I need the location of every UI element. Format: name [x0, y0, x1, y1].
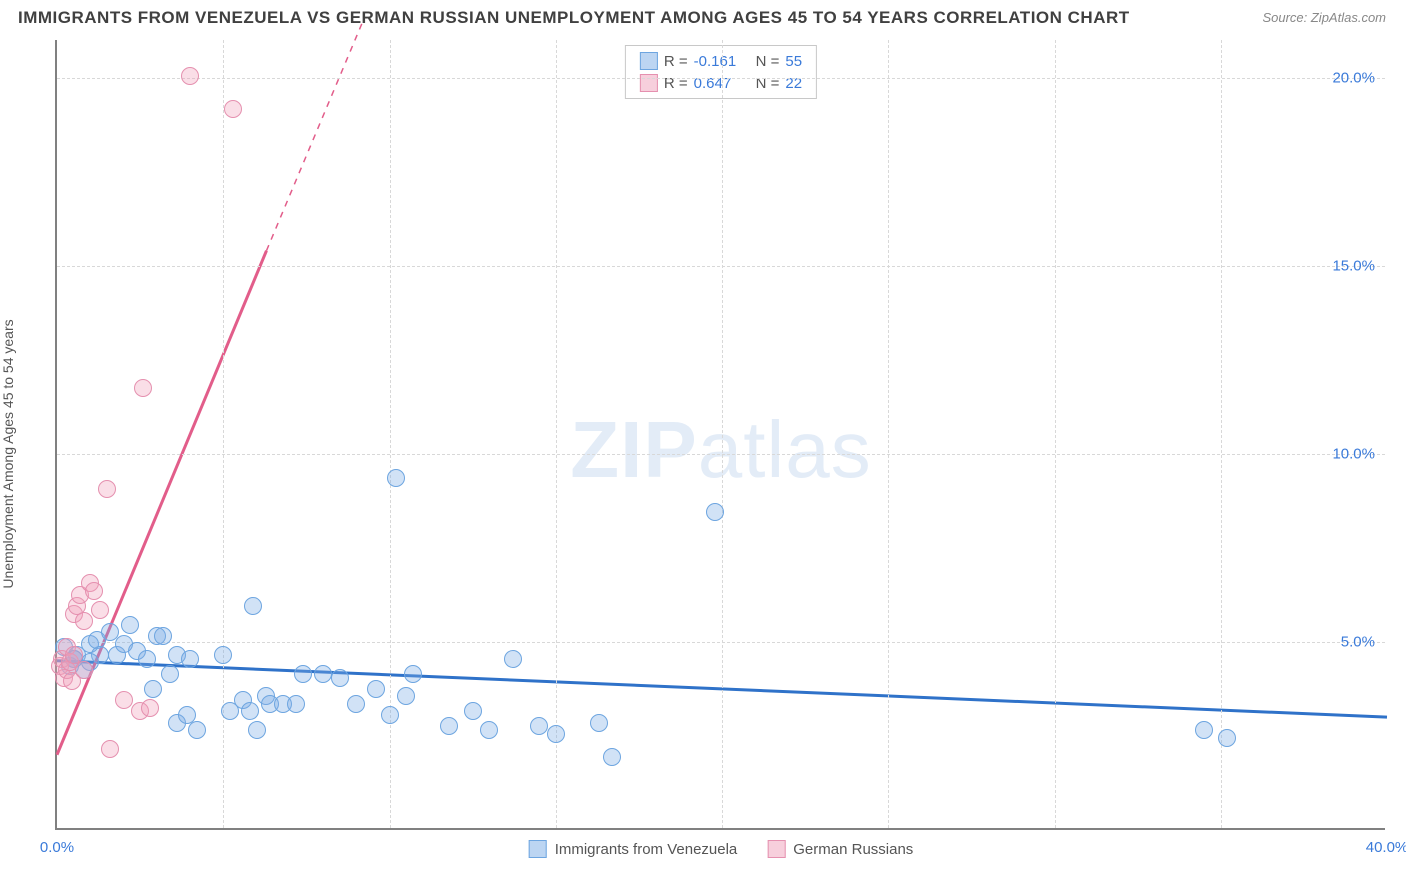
x-tick-label: 40.0%	[1366, 839, 1406, 856]
legend-swatch	[640, 52, 658, 70]
x-tick-label: 0.0%	[40, 839, 74, 856]
scatter-point	[1218, 729, 1236, 747]
scatter-point	[224, 100, 242, 118]
scatter-point	[397, 687, 415, 705]
grid-line-v	[1055, 40, 1056, 828]
legend-r-label: R =	[664, 53, 688, 70]
scatter-point	[590, 714, 608, 732]
grid-line-h	[57, 642, 1385, 643]
scatter-point	[181, 67, 199, 85]
y-axis-label: Unemployment Among Ages 45 to 54 years	[0, 319, 16, 588]
grid-line-v	[1221, 40, 1222, 828]
grid-line-h	[57, 78, 1385, 79]
legend-n-label: N =	[756, 53, 780, 70]
scatter-point	[181, 650, 199, 668]
scatter-point	[387, 469, 405, 487]
scatter-point	[244, 597, 262, 615]
chart-plot-area: ZIPatlas R =-0.161N =55R =0.647N =22 Imm…	[55, 40, 1385, 830]
scatter-point	[480, 721, 498, 739]
trend-line	[57, 251, 266, 755]
scatter-point	[248, 721, 266, 739]
scatter-point	[138, 650, 156, 668]
scatter-point	[188, 721, 206, 739]
scatter-point	[141, 699, 159, 717]
legend-item: German Russians	[767, 840, 913, 858]
scatter-point	[214, 646, 232, 664]
scatter-point	[547, 725, 565, 743]
grid-line-h	[57, 454, 1385, 455]
scatter-point	[121, 616, 139, 634]
y-tick-label: 20.0%	[1332, 69, 1375, 86]
scatter-point	[381, 706, 399, 724]
legend-row: R =0.647N =22	[640, 72, 802, 94]
scatter-point	[464, 702, 482, 720]
source-label: Source: ZipAtlas.com	[1262, 10, 1386, 25]
scatter-point	[134, 379, 152, 397]
scatter-point	[101, 740, 119, 758]
y-tick-label: 10.0%	[1332, 445, 1375, 462]
scatter-point	[294, 665, 312, 683]
grid-line-v	[888, 40, 889, 828]
scatter-point	[91, 601, 109, 619]
grid-line-h	[57, 266, 1385, 267]
y-tick-label: 5.0%	[1341, 633, 1375, 650]
legend-swatch	[767, 840, 785, 858]
trend-line	[266, 21, 362, 250]
legend-swatch	[529, 840, 547, 858]
scatter-point	[314, 665, 332, 683]
scatter-point	[287, 695, 305, 713]
scatter-point	[85, 582, 103, 600]
legend-label: German Russians	[793, 841, 913, 858]
scatter-point	[75, 612, 93, 630]
legend-label: Immigrants from Venezuela	[555, 841, 738, 858]
scatter-point	[404, 665, 422, 683]
scatter-point	[530, 717, 548, 735]
chart-title: IMMIGRANTS FROM VENEZUELA VS GERMAN RUSS…	[18, 8, 1130, 28]
scatter-point	[75, 661, 93, 679]
legend-series: Immigrants from Venezuela German Russians	[529, 840, 914, 858]
scatter-point	[504, 650, 522, 668]
grid-line-v	[556, 40, 557, 828]
scatter-point	[161, 665, 179, 683]
legend-item: Immigrants from Venezuela	[529, 840, 738, 858]
y-tick-label: 15.0%	[1332, 257, 1375, 274]
legend-row: R =-0.161N =55	[640, 50, 802, 72]
legend-n-value: 55	[785, 53, 802, 70]
scatter-point	[154, 627, 172, 645]
scatter-point	[367, 680, 385, 698]
scatter-point	[331, 669, 349, 687]
scatter-point	[144, 680, 162, 698]
scatter-point	[115, 691, 133, 709]
scatter-point	[241, 702, 259, 720]
scatter-point	[347, 695, 365, 713]
scatter-point	[603, 748, 621, 766]
scatter-point	[98, 480, 116, 498]
grid-line-v	[722, 40, 723, 828]
scatter-point	[440, 717, 458, 735]
legend-correlation: R =-0.161N =55R =0.647N =22	[625, 45, 817, 99]
scatter-point	[1195, 721, 1213, 739]
scatter-point	[706, 503, 724, 521]
